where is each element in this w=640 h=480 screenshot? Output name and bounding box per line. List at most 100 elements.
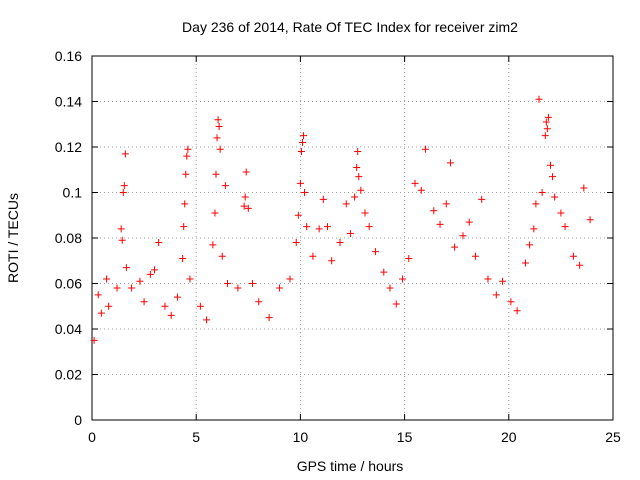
data-point (213, 134, 221, 142)
data-point (183, 152, 191, 160)
data-point (173, 293, 181, 301)
y-tick-label: 0.08 (55, 230, 82, 246)
data-point (436, 220, 444, 228)
data-point (549, 173, 557, 181)
data-point (244, 204, 252, 212)
data-point (543, 125, 551, 133)
data-point (346, 229, 354, 237)
data-point (361, 209, 369, 217)
data-point (576, 261, 584, 269)
data-point (128, 284, 136, 292)
data-point (105, 302, 113, 310)
x-tick-label: 25 (605, 429, 621, 445)
data-point (315, 225, 323, 233)
data-point (294, 211, 302, 219)
data-point (242, 168, 250, 176)
y-tick-label: 0.02 (55, 367, 82, 383)
x-tick-label: 20 (501, 429, 517, 445)
data-point (484, 275, 492, 283)
data-point (180, 223, 188, 231)
data-point (90, 336, 98, 344)
data-point (542, 118, 550, 126)
x-tick-label: 15 (397, 429, 413, 445)
data-point (417, 186, 425, 194)
data-point (179, 254, 187, 262)
data-point (392, 300, 400, 308)
data-point (215, 123, 223, 131)
data-point (386, 284, 394, 292)
data-point (557, 209, 565, 217)
data-point (365, 223, 373, 231)
grid (92, 56, 613, 420)
data-point (94, 291, 102, 299)
data-point (146, 270, 154, 278)
y-tick-label: 0.14 (55, 94, 82, 110)
data-point (113, 284, 121, 292)
data-point (298, 138, 306, 146)
data-point (580, 184, 588, 192)
chart-title: Day 236 of 2014, Rate Of TEC Index for r… (182, 19, 518, 35)
data-point (151, 266, 159, 274)
data-point (303, 223, 311, 231)
data-point (214, 116, 222, 124)
data-point (211, 209, 219, 217)
data-point (336, 239, 344, 247)
data-point (265, 314, 273, 322)
data-point (140, 298, 148, 306)
data-point (569, 252, 577, 260)
data-point (459, 232, 467, 240)
data-point (465, 218, 473, 226)
data-point (297, 148, 305, 156)
data-point (155, 239, 163, 247)
data-point (301, 189, 309, 196)
data-point (119, 189, 127, 196)
data-point (507, 298, 515, 306)
data-point (182, 170, 190, 178)
data-point (209, 241, 217, 249)
y-axis-label: ROTI / TECUs (5, 193, 21, 283)
data-point (380, 268, 388, 276)
data-point (309, 252, 317, 260)
data-point (353, 163, 361, 171)
data-point (122, 264, 130, 272)
data-point (97, 309, 105, 317)
data-point (399, 275, 407, 283)
data-point (286, 275, 294, 283)
data-point (421, 145, 429, 153)
data-point (218, 252, 226, 260)
data-point (240, 202, 248, 210)
data-point (586, 216, 594, 224)
data-point (203, 316, 211, 324)
data-point (521, 259, 529, 267)
data-point (248, 280, 256, 287)
x-tick-label: 5 (192, 429, 200, 445)
data-point (300, 132, 308, 140)
data-point (551, 193, 559, 201)
data-point (513, 307, 521, 315)
data-point (161, 302, 169, 310)
data-point (351, 193, 359, 201)
data-point (532, 200, 540, 208)
data-point (234, 284, 242, 292)
data-point (328, 257, 336, 265)
data-point (103, 275, 111, 283)
data-point (118, 236, 126, 244)
data-point (430, 207, 438, 215)
y-tick-label: 0.12 (55, 139, 82, 155)
data-point (186, 275, 194, 283)
data-point (276, 284, 284, 292)
data-point (471, 252, 479, 260)
y-tick-labels: 0 0.02 0.04 0.06 0.08 0.1 0.12 0.14 0.16 (55, 48, 82, 428)
data-point (181, 200, 189, 208)
data-point (546, 161, 554, 169)
data-point (216, 145, 224, 153)
x-tick-label: 0 (88, 429, 96, 445)
data-point (212, 170, 220, 178)
data-point (405, 254, 413, 262)
data-point (292, 239, 300, 247)
data-point (499, 277, 507, 285)
data-point (357, 186, 365, 194)
y-tick-label: 0.04 (55, 321, 82, 337)
data-point (354, 148, 362, 156)
data-points (90, 95, 594, 344)
